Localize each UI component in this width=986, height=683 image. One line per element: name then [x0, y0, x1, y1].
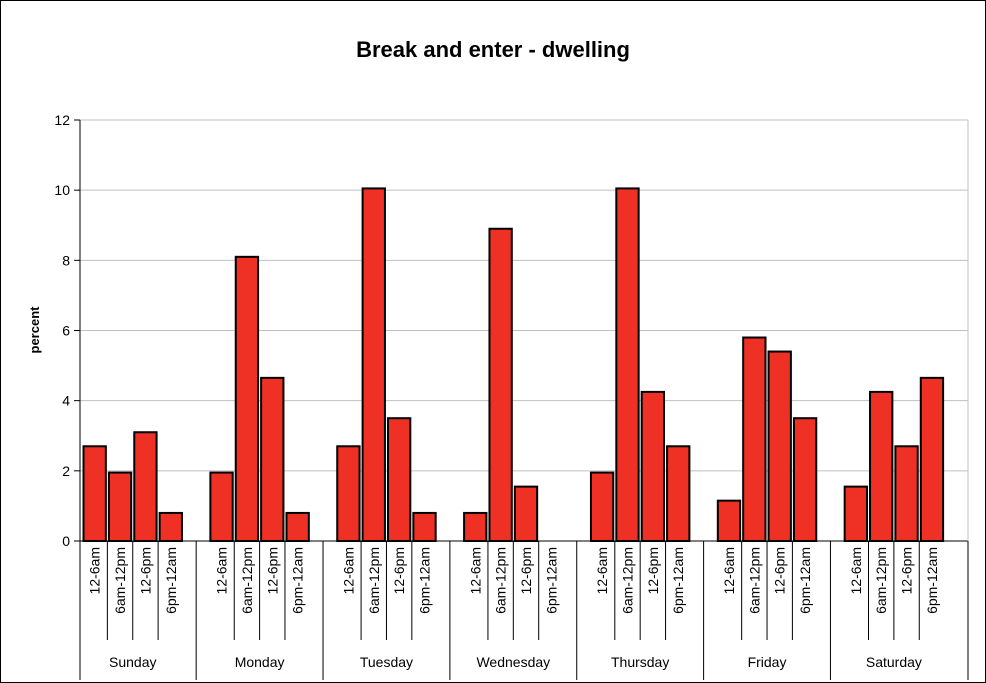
time-band-label: 12-6am	[848, 547, 864, 594]
bar-tuesday-3	[412, 511, 437, 543]
chart-title: Break and enter - dwelling	[356, 37, 630, 62]
time-band-label: 12-6am	[467, 547, 483, 594]
bar-tuesday-2	[386, 417, 412, 543]
time-band-label: 6am-12pm	[873, 547, 889, 614]
bar-thursday-1	[615, 187, 640, 542]
time-band-label: 6pm-12am	[163, 547, 179, 614]
bar-friday-3	[792, 417, 818, 543]
bar-saturday-0	[843, 485, 868, 542]
bar-sunday-1	[107, 471, 133, 542]
y-tick-label: 10	[54, 182, 70, 198]
time-band-label: 12-6pm	[772, 547, 788, 594]
y-tick-label: 2	[62, 463, 70, 479]
day-label: Thursday	[611, 654, 669, 670]
time-band-label: 6am-12pm	[619, 547, 635, 614]
bar-wednesday-1	[488, 227, 513, 542]
bar-monday-0	[209, 471, 234, 542]
time-band-label: 6pm-12am	[670, 547, 686, 614]
bar-sunday-2	[133, 431, 158, 542]
y-tick-label: 8	[62, 252, 70, 268]
bar-thursday-2	[640, 390, 666, 543]
bar-friday-1	[742, 336, 767, 542]
time-band-label: 12-6am	[214, 547, 230, 594]
bar-friday-2	[767, 350, 792, 542]
bars	[82, 187, 945, 543]
day-label: Tuesday	[360, 654, 413, 670]
time-band-label: 12-6pm	[264, 547, 280, 594]
bar-friday-0	[716, 499, 742, 543]
bar-monday-2	[260, 376, 285, 542]
bar-monday-1	[234, 255, 260, 542]
time-band-label: 12-6pm	[645, 547, 661, 594]
time-band-label: 6am-12pm	[239, 547, 255, 614]
bar-monday-3	[285, 511, 310, 543]
bar-saturday-1	[869, 390, 894, 543]
time-band-label: 12-6pm	[899, 547, 915, 594]
bar-saturday-3	[919, 376, 945, 542]
bar-saturday-2	[894, 445, 919, 542]
time-band-label: 6am-12pm	[112, 547, 128, 614]
time-band-label: 12-6am	[340, 547, 356, 594]
time-band-label: 12-6am	[594, 547, 610, 594]
time-band-label: 12-6pm	[518, 547, 534, 594]
bar-tuesday-1	[361, 187, 386, 542]
bar-sunday-3	[158, 511, 183, 543]
day-label: Wednesday	[476, 654, 550, 670]
time-band-label: 6am-12pm	[746, 547, 762, 614]
y-tick-label: 12	[54, 112, 70, 128]
bar-thursday-0	[589, 471, 615, 542]
time-band-label: 6pm-12am	[543, 547, 559, 614]
time-band-label: 12-6am	[721, 547, 737, 594]
day-label: Friday	[748, 654, 787, 670]
time-band-label: 6pm-12am	[924, 547, 940, 614]
time-band-label: 6am-12pm	[493, 547, 509, 614]
bar-wednesday-2	[513, 485, 539, 542]
time-band-label: 12-6pm	[391, 547, 407, 594]
time-band-label: 6am-12pm	[366, 547, 382, 614]
day-label: Sunday	[109, 654, 156, 670]
bar-sunday-0	[82, 445, 107, 542]
day-label: Saturday	[866, 654, 922, 670]
category-labels: 12-6am 6am-12pm 12-6pm 6pm-12am Sunday 12-6am…	[87, 547, 940, 670]
time-band-label: 6pm-12am	[417, 547, 433, 614]
bar-tuesday-0	[336, 445, 361, 542]
time-band-label: 6pm-12am	[797, 547, 813, 614]
axes: 0 2 4 6 8 10 12	[54, 112, 969, 680]
bar-thursday-3	[666, 445, 691, 542]
y-tick-label: 0	[62, 533, 70, 549]
y-axis-label: percent	[27, 306, 42, 354]
time-band-label: 12-6am	[87, 547, 103, 594]
day-label: Monday	[235, 654, 285, 670]
y-tick-label: 6	[62, 323, 70, 339]
y-tick-label: 4	[62, 393, 70, 409]
bar-wednesday-0	[463, 511, 488, 543]
time-band-label: 6pm-12am	[290, 547, 306, 614]
time-band-label: 12-6pm	[137, 547, 153, 594]
